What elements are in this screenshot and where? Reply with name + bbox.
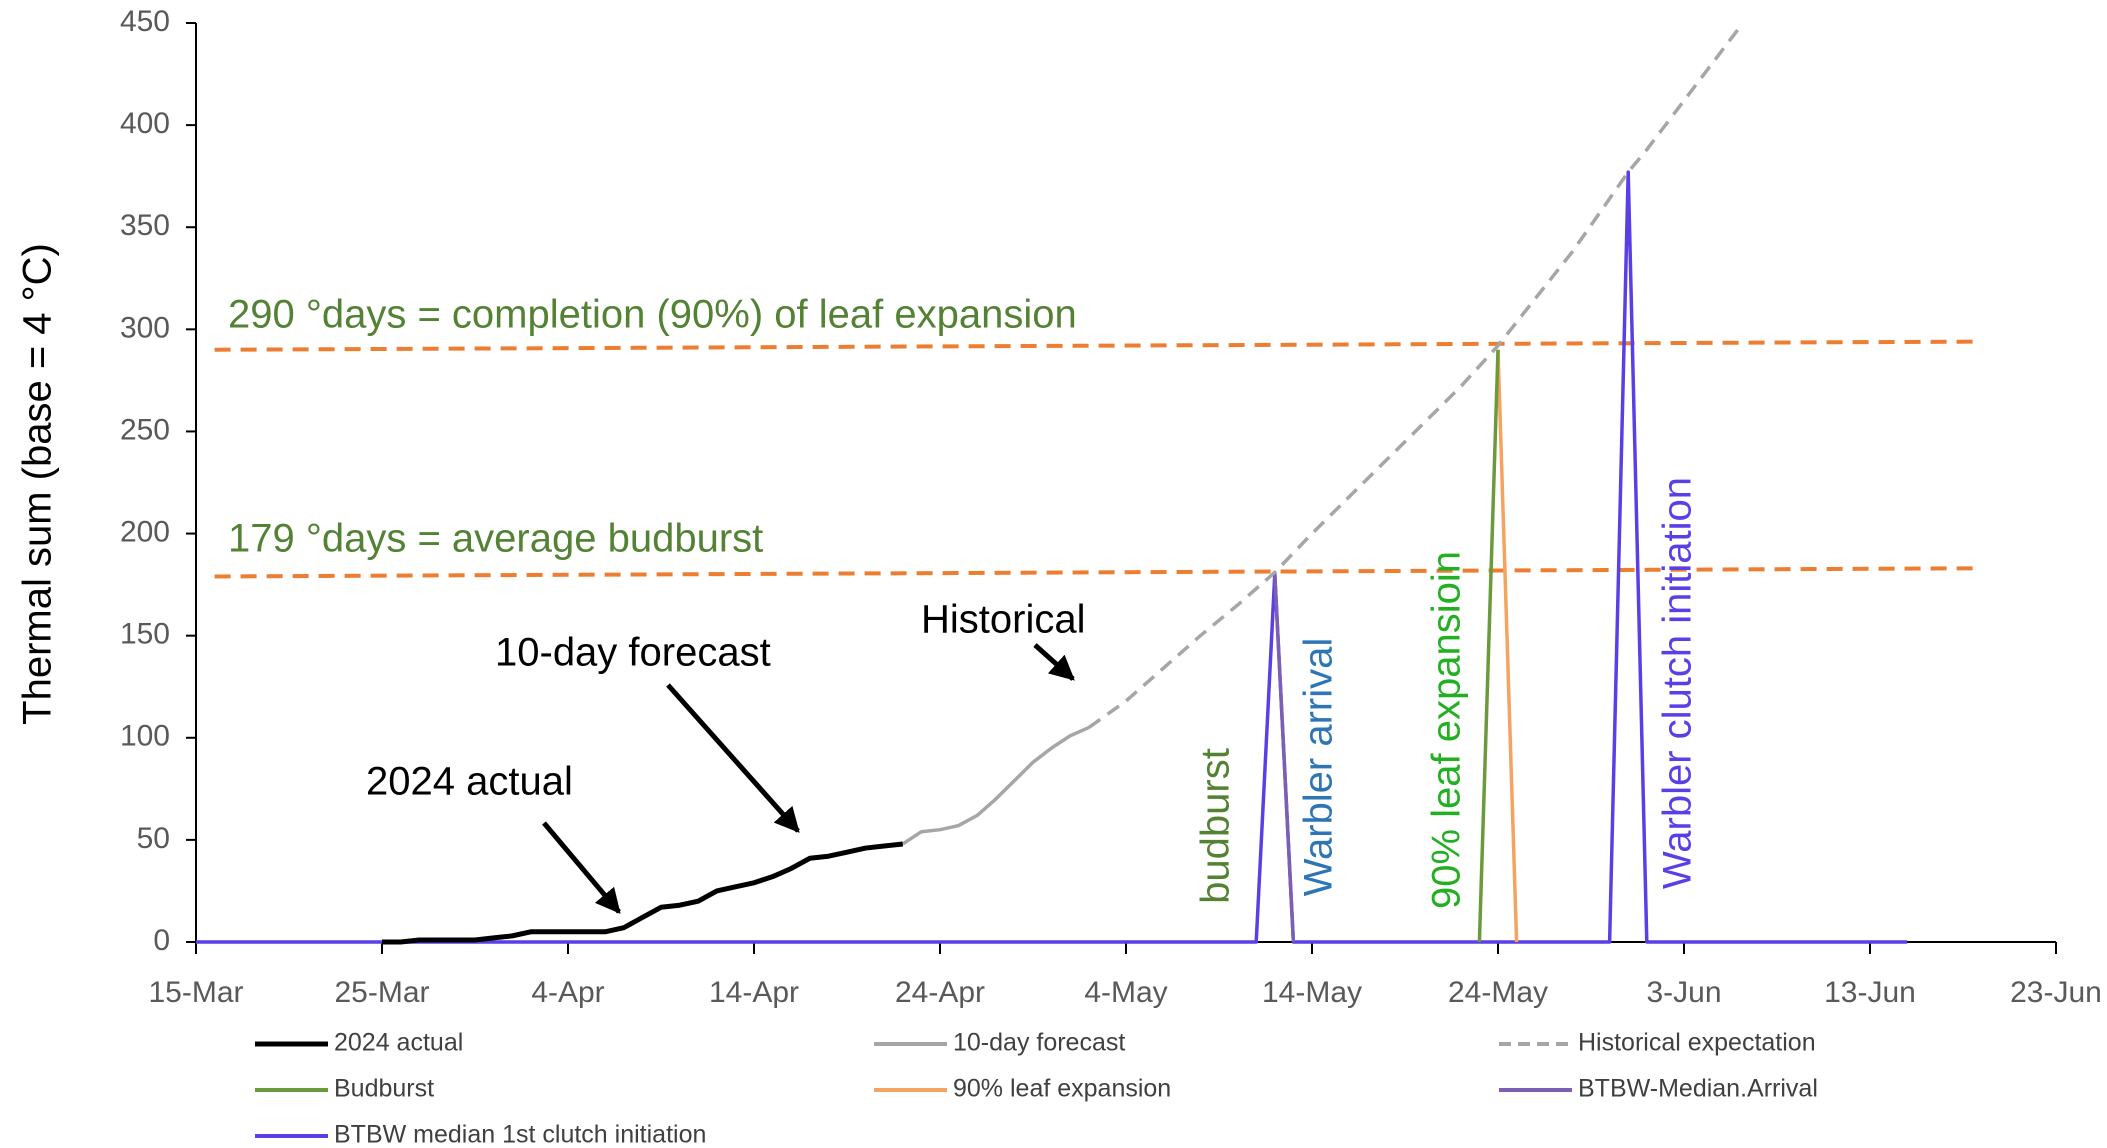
reference-label: 290 °days = completion (90%) of leaf exp… bbox=[228, 293, 1077, 337]
reference-line bbox=[214, 566, 1982, 579]
annotation-arrow bbox=[1033, 643, 1075, 681]
annotation-arrow bbox=[666, 683, 800, 833]
y-tick-label: 200 bbox=[120, 515, 170, 548]
annotation-arrow bbox=[542, 821, 621, 914]
y-axis-title: Thermal sum (base = 4 °C) bbox=[16, 243, 60, 725]
x-tick-label: 3-Jun bbox=[1646, 976, 1721, 1009]
y-tick-label: 350 bbox=[120, 209, 170, 242]
legend-label: 2024 actual bbox=[334, 1029, 463, 1057]
y-tick-label: 100 bbox=[120, 720, 170, 753]
series-line bbox=[1273, 574, 1296, 943]
phase-label: 90% leaf expansioin bbox=[1425, 551, 1469, 909]
y-tick-label: 300 bbox=[120, 311, 170, 344]
legend-label: 10-day forecast bbox=[953, 1029, 1125, 1057]
annotation: Historical bbox=[921, 598, 1085, 642]
x-tick-label: 13-Jun bbox=[1824, 976, 1916, 1009]
y-tick-label: 0 bbox=[153, 924, 170, 957]
x-tick-label: 25-Mar bbox=[334, 976, 429, 1009]
phase-label: Warbler arrival bbox=[1297, 638, 1341, 897]
x-tick-label: 24-Apr bbox=[895, 976, 985, 1009]
y-tick-label: 50 bbox=[137, 822, 170, 855]
x-tick-label: 15-Mar bbox=[148, 976, 243, 1009]
reference-label: 179 °days = average budburst bbox=[228, 517, 763, 561]
y-tick-label: 150 bbox=[120, 618, 170, 651]
series-line bbox=[1087, 26, 1742, 729]
legend-label: Budburst bbox=[334, 1075, 434, 1103]
legend-label: BTBW-Median.Arrival bbox=[1578, 1075, 1818, 1103]
x-tick-label: 4-May bbox=[1084, 976, 1167, 1009]
series-line bbox=[1477, 349, 1500, 943]
x-tick-label: 24-May bbox=[1448, 976, 1548, 1009]
series-line bbox=[382, 841, 904, 945]
annotation: 2024 actual bbox=[366, 760, 573, 804]
y-tick-label: 400 bbox=[120, 107, 170, 140]
x-tick-label: 23-Jun bbox=[2010, 976, 2102, 1009]
phase-label: budburst bbox=[1194, 748, 1238, 904]
series-line bbox=[901, 725, 1090, 846]
y-tick-label: 450 bbox=[120, 5, 170, 38]
x-tick-label: 14-Apr bbox=[709, 976, 799, 1009]
legend-label: Historical expectation bbox=[1578, 1029, 1816, 1057]
series-line bbox=[1496, 349, 1519, 943]
x-tick-label: 4-Apr bbox=[531, 976, 604, 1009]
y-tick-label: 250 bbox=[120, 413, 170, 446]
annotation: 10-day forecast bbox=[495, 631, 771, 675]
reference-line bbox=[214, 339, 1982, 352]
legend-label: 90% leaf expansion bbox=[953, 1075, 1171, 1103]
x-tick-label: 14-May bbox=[1262, 976, 1362, 1009]
series-line bbox=[196, 170, 1908, 944]
phase-label: Warbler clutch initiation bbox=[1656, 477, 1700, 889]
legend-label: BTBW median 1st clutch initiation bbox=[334, 1121, 706, 1148]
